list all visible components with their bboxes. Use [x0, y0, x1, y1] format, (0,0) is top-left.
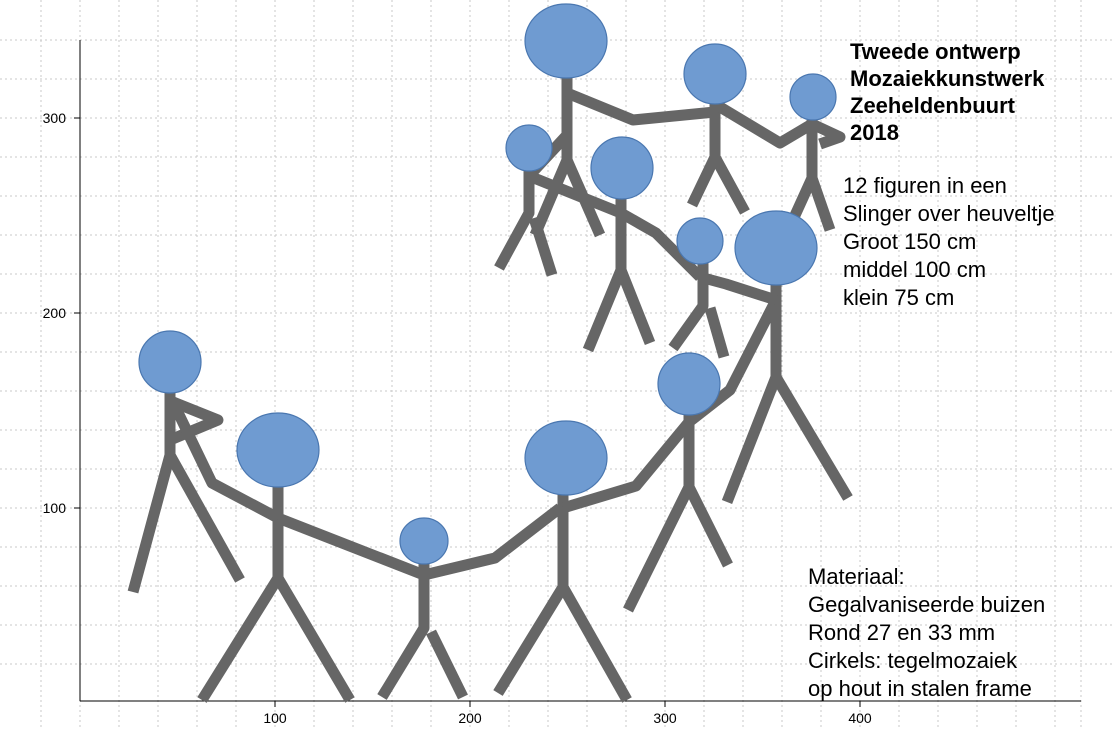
title-line: Tweede ontwerp	[850, 39, 1021, 64]
head-figure-11	[683, 43, 747, 105]
figure-3-arm	[422, 503, 564, 581]
material-line: Cirkels: tegelmozaiek	[808, 648, 1018, 673]
info-line: 12 figuren in een	[843, 173, 1007, 198]
title-line: Mozaiekkunstwerk	[850, 66, 1045, 91]
material-line: op hout in stalen frame	[808, 676, 1032, 701]
figure-8-arm	[526, 170, 624, 219]
head-figure-9	[505, 124, 553, 172]
material-info: Materiaal: Gegalvaniseerde buizen Rond 2…	[808, 563, 1045, 703]
title-line: Zeeheldenbuurt	[850, 93, 1016, 118]
head-figure-1	[138, 330, 202, 394]
figure-10-arm	[564, 87, 716, 126]
material-line: Gegalvaniseerde buizen	[808, 592, 1046, 617]
figure-12-leg	[806, 176, 836, 232]
head-figure-2	[236, 412, 320, 488]
figure-10-leg2	[561, 157, 606, 238]
figure-9-body	[494, 170, 535, 271]
figure-2-leg	[273, 575, 355, 703]
figure-7-arm	[618, 208, 704, 281]
material-line: Rond 27 en 33 mm	[808, 620, 996, 645]
figure-4-leg	[558, 584, 632, 703]
figure-7-leg	[704, 306, 730, 359]
x-tick-label: 100	[263, 710, 287, 726]
heads	[138, 3, 837, 565]
figure-5-body	[623, 412, 695, 613]
x-tick-label: 400	[848, 710, 872, 726]
head-figure-5	[657, 352, 721, 416]
head-figure-7	[676, 217, 724, 265]
x-tick-label: 200	[458, 710, 482, 726]
figure-1-sticks	[127, 385, 176, 594]
axes	[74, 40, 1081, 707]
figure-3-leg	[426, 629, 468, 700]
figure-4-body	[493, 490, 569, 696]
head-figure-3	[399, 517, 449, 565]
y-tick-label: 100	[43, 500, 67, 516]
figure-11-arm	[712, 99, 815, 149]
design-title: Tweede ontwerp Mozaiekkunstwerk Zeehelde…	[850, 38, 1044, 146]
y-tick-label: 200	[43, 305, 67, 321]
y-tick-label: 300	[43, 110, 67, 126]
info-line: klein 75 cm	[843, 285, 955, 310]
figure-5-leg	[684, 484, 733, 568]
title-line: 2018	[850, 120, 899, 145]
figure-2-arm	[275, 512, 427, 581]
figure-8-leg	[615, 267, 656, 346]
head-figure-8	[590, 136, 654, 200]
figure-info: 12 figuren in een Slinger over heuveltje…	[843, 172, 1055, 312]
stick-figures	[127, 78, 853, 703]
head-figure-12	[789, 73, 837, 121]
figure-6-arm	[698, 271, 778, 306]
info-line: Slinger over heuveltje	[843, 201, 1055, 226]
figure-12-arm	[809, 119, 846, 150]
figure-4-arm	[561, 418, 694, 514]
head-figure-6	[734, 210, 818, 286]
head-figure-10	[524, 3, 608, 79]
x-tick-label: 300	[653, 710, 677, 726]
head-figure-4	[524, 420, 608, 496]
figure-6-leg	[771, 374, 853, 501]
figure-7-body	[668, 262, 709, 352]
info-line: middel 100 cm	[843, 257, 987, 282]
figure-3-body	[377, 560, 430, 700]
figure-11-leg	[710, 154, 750, 215]
figure-1-leg	[165, 452, 245, 583]
material-line: Materiaal:	[808, 564, 905, 589]
figure-10-leg	[529, 157, 573, 238]
figure-1-arm2	[167, 397, 281, 523]
info-line: Groot 150 cm	[843, 229, 977, 254]
